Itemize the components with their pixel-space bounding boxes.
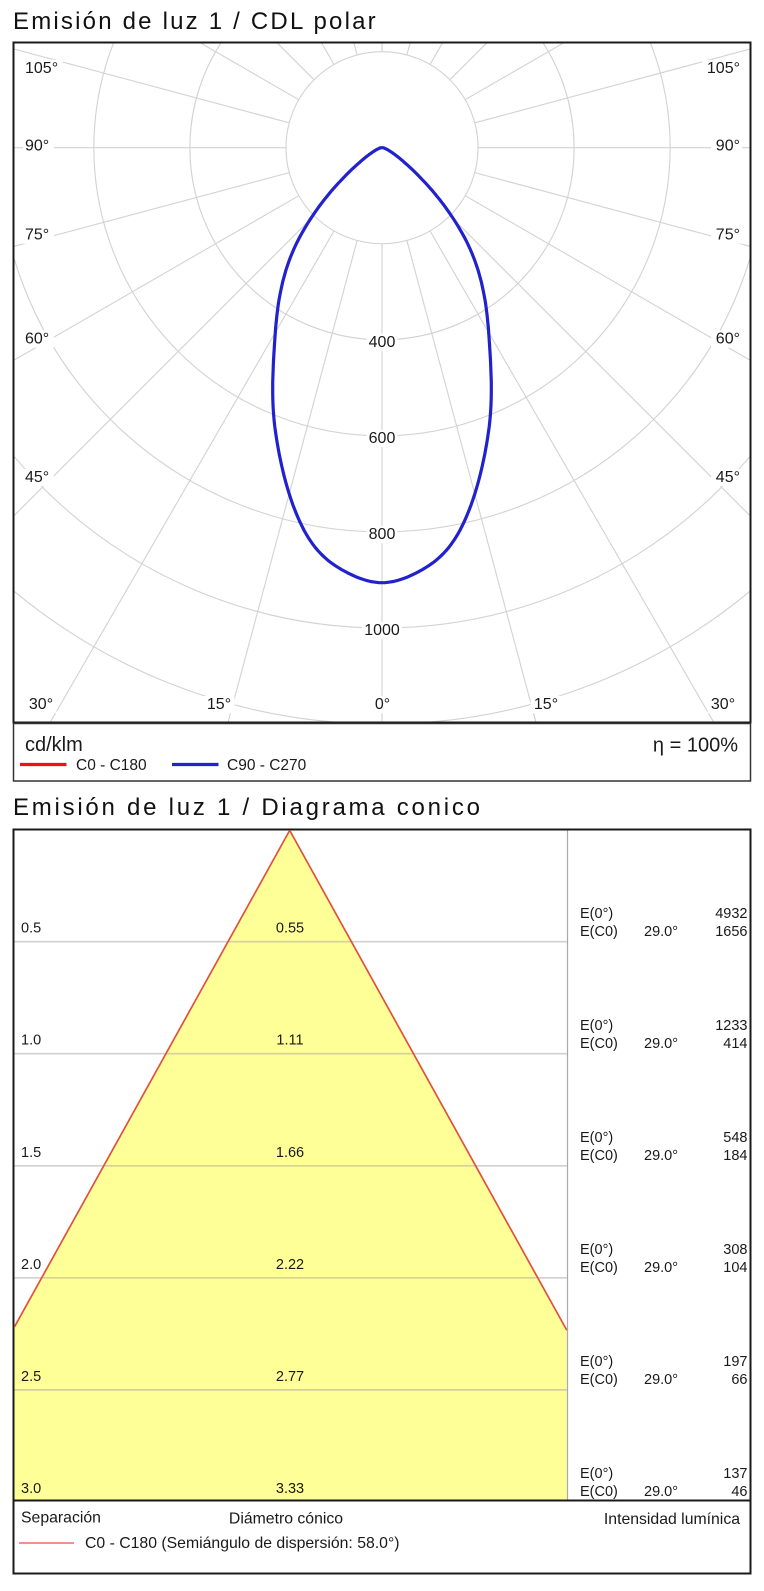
svg-text:E(0°): E(0°): [580, 1354, 613, 1370]
svg-text:E(0°): E(0°): [580, 1466, 613, 1482]
svg-text:1233: 1233: [715, 1018, 747, 1034]
svg-text:2.0: 2.0: [21, 1257, 41, 1273]
svg-text:29.0°: 29.0°: [644, 1148, 678, 1164]
svg-text:C0 - C180 (Semiángulo de dispe: C0 - C180 (Semiángulo de dispersión: 58.…: [85, 1535, 400, 1552]
svg-text:E(0°): E(0°): [580, 1130, 613, 1146]
svg-text:90°: 90°: [716, 138, 740, 155]
svg-text:29.0°: 29.0°: [644, 1036, 678, 1052]
svg-text:66: 66: [731, 1372, 747, 1388]
svg-text:414: 414: [723, 1036, 747, 1052]
svg-text:60°: 60°: [716, 331, 740, 348]
svg-text:1.0: 1.0: [21, 1033, 41, 1049]
svg-text:C0 - C180: C0 - C180: [76, 757, 147, 774]
svg-text:29.0°: 29.0°: [644, 1372, 678, 1388]
svg-text:2.5: 2.5: [21, 1369, 41, 1385]
svg-text:E(C0): E(C0): [580, 1484, 618, 1500]
svg-text:E(0°): E(0°): [580, 1242, 613, 1258]
svg-text:600: 600: [369, 430, 396, 447]
svg-text:45°: 45°: [25, 469, 49, 486]
svg-text:75°: 75°: [716, 227, 740, 244]
svg-text:Separación: Separación: [21, 1510, 101, 1527]
svg-text:104: 104: [723, 1260, 747, 1276]
svg-text:E(C0): E(C0): [580, 924, 618, 940]
svg-text:3.0: 3.0: [21, 1481, 41, 1497]
svg-text:C90 - C270: C90 - C270: [227, 757, 307, 774]
svg-text:400: 400: [369, 334, 396, 351]
svg-text:29.0°: 29.0°: [644, 924, 678, 940]
svg-text:E(C0): E(C0): [580, 1036, 618, 1052]
svg-text:15°: 15°: [534, 696, 558, 713]
svg-text:308: 308: [723, 1242, 747, 1258]
svg-text:1.66: 1.66: [276, 1145, 304, 1161]
svg-text:197: 197: [723, 1354, 747, 1370]
svg-text:E(C0): E(C0): [580, 1372, 618, 1388]
svg-text:4932: 4932: [715, 906, 747, 922]
svg-text:137: 137: [723, 1466, 747, 1482]
svg-text:548: 548: [723, 1130, 747, 1146]
svg-text:cd/klm: cd/klm: [25, 734, 83, 756]
svg-text:29.0°: 29.0°: [644, 1260, 678, 1276]
svg-text:2.77: 2.77: [276, 1369, 304, 1385]
svg-text:1.5: 1.5: [21, 1145, 41, 1161]
svg-text:E(C0): E(C0): [580, 1148, 618, 1164]
svg-text:105°: 105°: [25, 60, 58, 77]
svg-text:60°: 60°: [25, 331, 49, 348]
svg-text:0.55: 0.55: [276, 921, 304, 937]
svg-text:30°: 30°: [29, 696, 53, 713]
svg-text:1.11: 1.11: [276, 1033, 303, 1049]
svg-text:0°: 0°: [375, 696, 390, 713]
svg-text:90°: 90°: [25, 138, 49, 155]
svg-text:η = 100%: η = 100%: [653, 735, 738, 757]
svg-text:800: 800: [369, 526, 396, 543]
svg-text:E(0°): E(0°): [580, 906, 613, 922]
svg-text:1656: 1656: [715, 924, 747, 940]
svg-text:Diámetro cónico: Diámetro cónico: [229, 1511, 343, 1528]
svg-text:29.0°: 29.0°: [644, 1484, 678, 1500]
svg-text:15°: 15°: [207, 696, 231, 713]
svg-text:3.33: 3.33: [276, 1481, 304, 1497]
svg-text:E(0°): E(0°): [580, 1018, 613, 1034]
svg-text:75°: 75°: [25, 227, 49, 244]
svg-text:2.22: 2.22: [276, 1257, 304, 1273]
svg-text:184: 184: [723, 1148, 747, 1164]
svg-text:46: 46: [731, 1484, 747, 1500]
svg-text:45°: 45°: [716, 469, 740, 486]
svg-text:E(C0): E(C0): [580, 1260, 618, 1276]
svg-text:0.5: 0.5: [21, 921, 41, 937]
svg-text:1000: 1000: [364, 622, 400, 639]
svg-text:Intensidad lumínica: Intensidad lumínica: [604, 1511, 740, 1528]
svg-text:105°: 105°: [707, 60, 740, 77]
svg-text:30°: 30°: [711, 696, 735, 713]
